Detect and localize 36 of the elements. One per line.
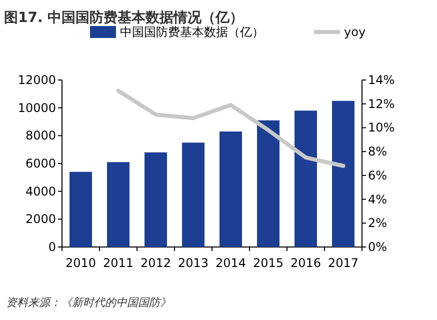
- bar: [70, 172, 92, 247]
- y2-tick-label: 6%: [368, 168, 388, 182]
- y2-tick-label: 12%: [368, 96, 395, 111]
- x-tick-label: 2012: [140, 256, 172, 270]
- x-tick-label: 2010: [65, 256, 96, 270]
- y-tick-label: 4000: [25, 184, 56, 198]
- y2-tick-label: 10%: [368, 120, 395, 135]
- bar: [182, 142, 204, 247]
- line-series: [116, 88, 346, 168]
- bar: [294, 110, 317, 247]
- x-tick-label: 2013: [178, 256, 209, 270]
- bar: [257, 120, 280, 247]
- y-tick-label: 12000: [18, 73, 56, 87]
- y2-tick-label: 4%: [368, 192, 388, 206]
- chart-title: 图17. 中国国防费基本数据情况（亿）: [4, 9, 244, 26]
- y-tick-label: 0: [48, 240, 56, 254]
- y2-tick-label: 0%: [368, 240, 388, 254]
- x-tick-label: 2016: [290, 256, 322, 270]
- y-tick-label: 6000: [25, 156, 56, 170]
- bar: [332, 100, 354, 247]
- x-tick-label: 2014: [215, 256, 246, 270]
- bar: [107, 162, 130, 247]
- x-tick-label: 2015: [252, 256, 284, 270]
- y2-tick-label: 14%: [368, 73, 395, 87]
- legend-label: 中国国防费基本数据（亿）: [120, 25, 264, 39]
- bar: [220, 131, 242, 247]
- bar: [144, 152, 167, 247]
- y-tick-label: 10000: [18, 100, 56, 115]
- x-tick-label: 2011: [102, 256, 134, 270]
- y-tick-label: 8000: [25, 128, 56, 143]
- y2-tick-label: 8%: [368, 144, 388, 159]
- legend-label: yoy: [344, 25, 366, 39]
- y-tick-label: 2000: [25, 212, 56, 226]
- y2-tick-label: 2%: [368, 216, 388, 230]
- x-tick-label: 2017: [328, 256, 359, 270]
- text: 资料来源：《新时代的中国国防》: [6, 296, 171, 309]
